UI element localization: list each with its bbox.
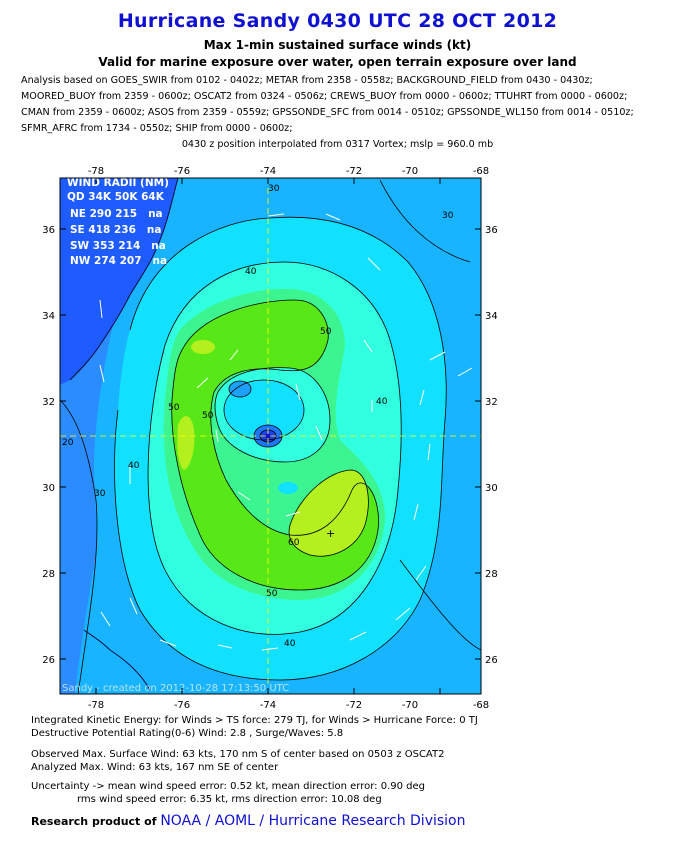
contour-label: 40 [128, 461, 140, 471]
lat-label: 28 [42, 569, 55, 580]
lon-label: -78 [88, 166, 104, 177]
max-wind-marker: + [326, 527, 335, 540]
observed-max-line: Observed Max. Surface Wind: 63 kts, 170 … [31, 749, 445, 760]
uncertainty-line: rms wind speed error: 6.35 kt, rms direc… [77, 794, 382, 805]
lon-label: -70 [402, 700, 418, 711]
contour-label: 40 [376, 397, 388, 407]
contour-label: 50 [266, 589, 278, 599]
plot-frame [59, 177, 482, 695]
analysis-line: MOORED_BUOY from 2359 - 0600z; OSCAT2 fr… [21, 91, 628, 102]
analysis-line: Analysis based on GOES_SWIR from 0102 - … [21, 75, 593, 86]
lat-label: 26 [485, 655, 498, 666]
band-20-30 [229, 381, 251, 397]
lat-label: 26 [42, 655, 55, 666]
center-crosshair [60, 178, 481, 694]
subtitle-exposure: Valid for marine exposure over water, op… [98, 55, 577, 69]
wind-vectors [99, 213, 473, 651]
lat-label: 28 [485, 569, 498, 580]
ike-line: Integrated Kinetic Energy: for Winds > T… [31, 715, 478, 726]
lon-label: -72 [346, 166, 362, 177]
contour-label: 40 [245, 267, 257, 277]
lon-label: -78 [88, 700, 104, 711]
lat-label: 36 [42, 225, 55, 236]
lon-label: -70 [402, 166, 418, 177]
max-wind-stats: Observed Max. Surface Wind: 63 kts, 170 … [31, 748, 444, 774]
contour-label: 50 [202, 411, 214, 421]
credit-org-link[interactable]: NOAA / AOML / Hurricane Research Divisio… [160, 813, 466, 829]
contour-label: 30 [268, 184, 280, 194]
page-title: Hurricane Sandy 0430 UTC 28 OCT 2012 [117, 10, 558, 32]
subtitle-units: Max 1-min sustained surface winds (kt) [203, 38, 472, 52]
lon-label: -74 [260, 166, 276, 177]
energy-stats: Integrated Kinetic Energy: for Winds > T… [31, 714, 478, 740]
position-line: 0430 z position interpolated from 0317 V… [181, 139, 494, 150]
contours [59, 179, 482, 695]
lon-label: -76 [174, 166, 190, 177]
lat-label: 32 [485, 397, 498, 408]
axis-ticks [60, 178, 481, 694]
contour-label: 20 [62, 438, 74, 448]
lon-label: -68 [473, 700, 489, 711]
wind-radii-table: WIND RADII (NM) QD 34K 50K 64K NE 290 21… [67, 177, 169, 267]
credit-line: Research product of NOAA / AOML / Hurric… [31, 813, 465, 829]
band-30-40 [278, 482, 298, 494]
analysis-line: SFMR_AFRC from 1734 - 0550z; SHIP from 0… [21, 123, 293, 134]
watermark: Sandy - created on 2012-10-28 17:13:50 U… [62, 683, 289, 694]
contour-label: 60 [288, 538, 300, 548]
coastline [69, 177, 179, 691]
lon-label: -76 [174, 700, 190, 711]
lat-label: 30 [42, 483, 55, 494]
wind-radii-row: NW 274 207 na [70, 255, 167, 267]
uncertainty-stats: Uncertainty -> mean wind speed error: 0.… [31, 780, 425, 806]
lat-label: 36 [485, 225, 498, 236]
wind-radii-row: SE 418 236 na [70, 224, 161, 236]
land [60, 178, 178, 385]
lat-labels-right: 36 34 32 30 28 26 [485, 225, 498, 666]
wind-radii-header: WIND RADII (NM) [67, 177, 169, 189]
band-55-60 [171, 300, 379, 590]
analysis-line: CMAN from 2359 - 0600z; ASOS from 2359 -… [21, 107, 634, 118]
contour-labels: 30 30 30 40 40 40 40 50 50 50 50 60 20 [62, 184, 454, 649]
band-60-65 [191, 340, 215, 354]
contour-label: 30 [94, 489, 106, 499]
lat-label: 34 [42, 311, 55, 322]
lat-label: 34 [485, 311, 498, 322]
uncertainty-line: Uncertainty -> mean wind speed error: 0.… [31, 781, 426, 792]
lat-labels-left: 36 34 32 30 28 26 [42, 225, 55, 666]
analysis-sources: Analysis based on GOES_SWIR from 0102 - … [21, 73, 661, 137]
lat-label: 32 [42, 397, 55, 408]
lon-labels-top: -78 -76 -74 -72 -70 -68 [88, 166, 489, 177]
dpr-line: Destructive Potential Rating(0-6) Wind: … [31, 728, 344, 739]
credit-prefix: Research product of [31, 815, 157, 828]
contour-label: 30 [442, 211, 454, 221]
lat-label: 30 [485, 483, 498, 494]
wind-radii-row: NE 290 215 na [70, 208, 163, 220]
contour-label: 50 [320, 327, 332, 337]
wind-radii-columns: QD 34K 50K 64K [67, 191, 165, 203]
storm-center [264, 433, 272, 439]
lon-label: -74 [260, 700, 276, 711]
lon-labels-bottom: -78 -76 -74 -72 -70 -68 [88, 700, 489, 711]
contour-label: 40 [284, 639, 296, 649]
lon-label: -68 [473, 166, 489, 177]
lon-label: -72 [346, 700, 362, 711]
band-60-65 [177, 415, 195, 470]
wind-radii-row: SW 353 214 na [70, 240, 166, 252]
contour-label: 50 [168, 403, 180, 413]
band-60-65 [289, 470, 369, 557]
analyzed-max-line: Analyzed Max. Wind: 63 kts, 167 nm SE of… [31, 762, 279, 773]
